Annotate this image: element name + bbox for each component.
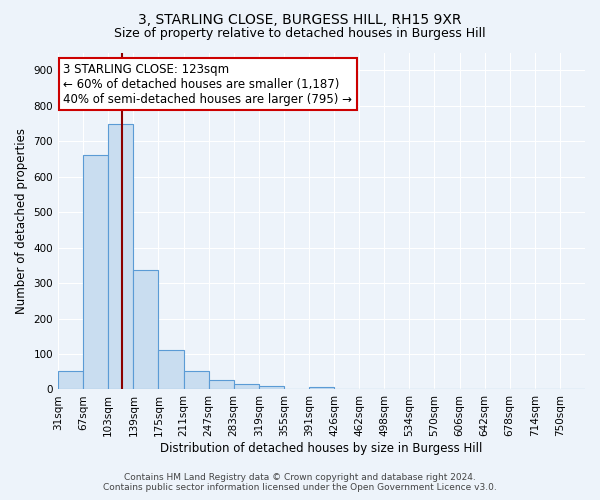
Bar (58, 371, 83, 390)
Bar (184, 371, 209, 390)
Text: Contains HM Land Registry data © Crown copyright and database right 2024.
Contai: Contains HM Land Registry data © Crown c… (103, 473, 497, 492)
Bar (133, 270, 158, 390)
Bar (158, 350, 184, 390)
X-axis label: Distribution of detached houses by size in Burgess Hill: Distribution of detached houses by size … (160, 442, 483, 455)
Text: 3 STARLING CLOSE: 123sqm
← 60% of detached houses are smaller (1,187)
40% of sem: 3 STARLING CLOSE: 123sqm ← 60% of detach… (64, 62, 352, 106)
Text: 3, STARLING CLOSE, BURGESS HILL, RH15 9XR: 3, STARLING CLOSE, BURGESS HILL, RH15 9X… (138, 12, 462, 26)
Y-axis label: Number of detached properties: Number of detached properties (15, 128, 28, 314)
Bar (108, 124, 133, 390)
Bar (309, 386, 334, 390)
Bar (259, 386, 284, 390)
Text: Size of property relative to detached houses in Burgess Hill: Size of property relative to detached ho… (114, 28, 486, 40)
Bar (209, 380, 233, 390)
Bar (83, 156, 108, 390)
Bar (233, 384, 259, 390)
